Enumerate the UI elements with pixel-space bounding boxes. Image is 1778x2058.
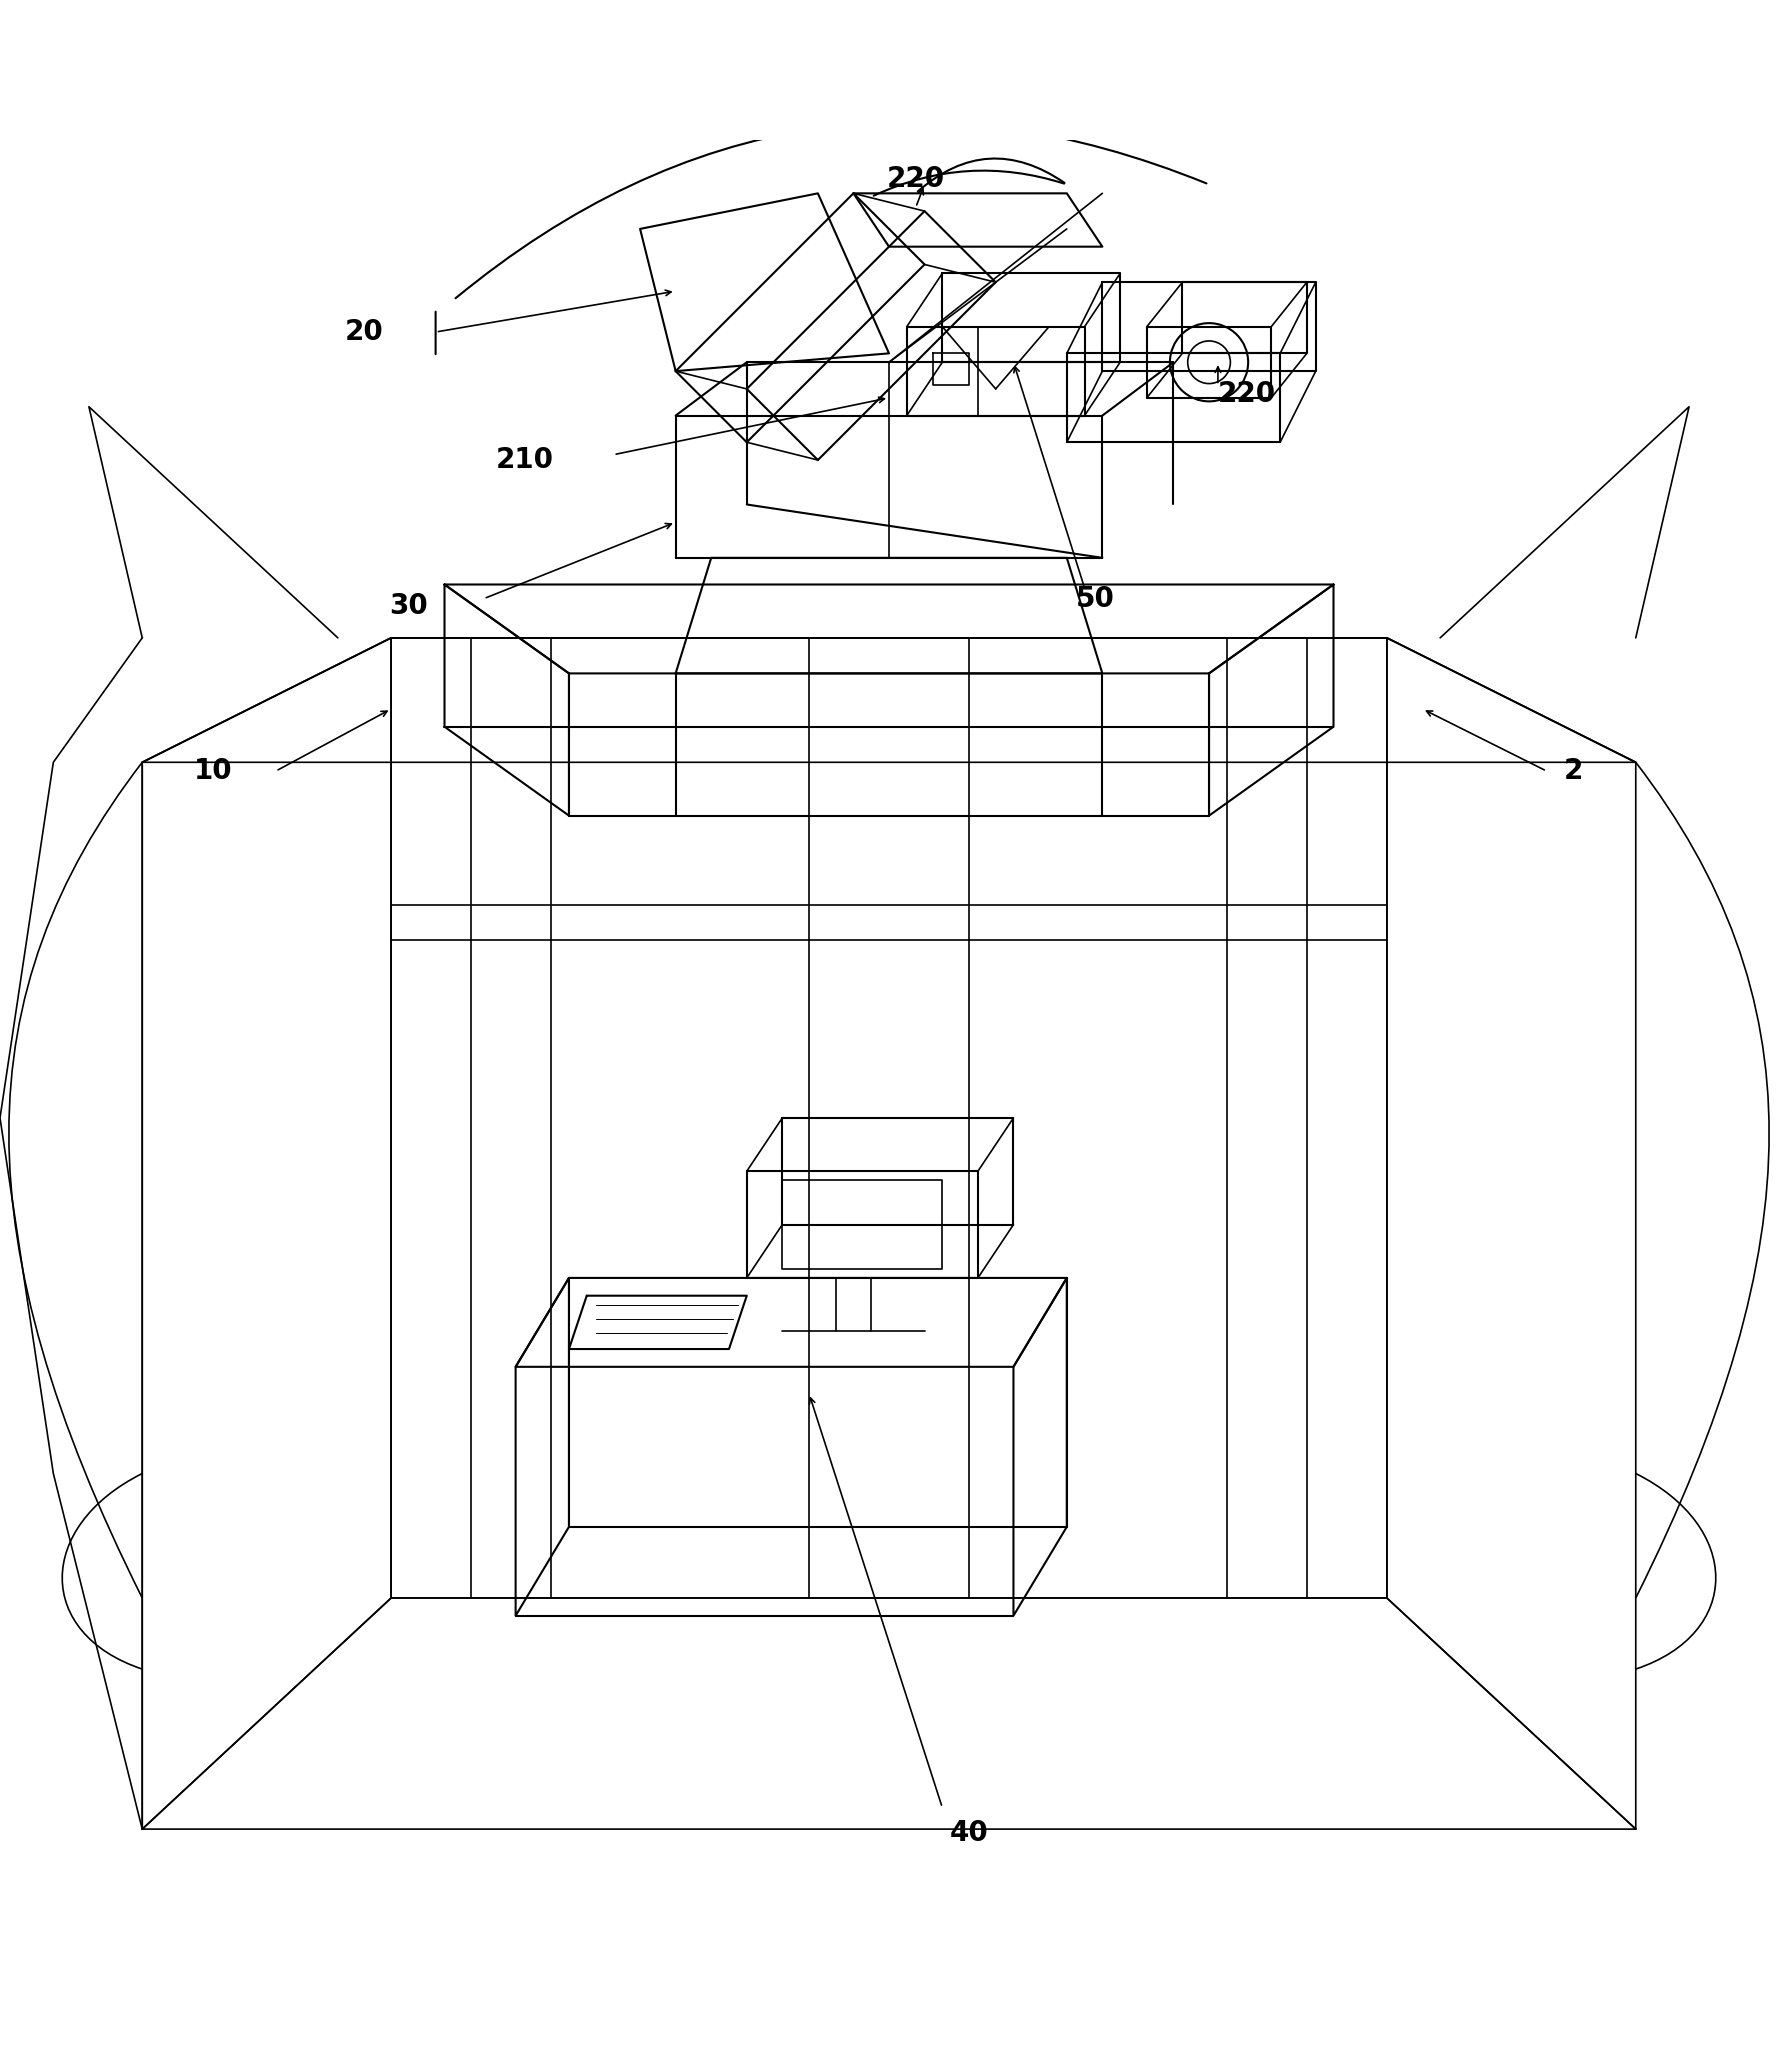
Text: 50: 50 <box>1076 584 1115 613</box>
Text: 10: 10 <box>194 757 233 786</box>
Text: 40: 40 <box>949 1819 989 1846</box>
Text: 30: 30 <box>389 593 428 619</box>
Text: 2: 2 <box>1565 757 1582 786</box>
Text: 220: 220 <box>1218 381 1277 407</box>
FancyArrowPatch shape <box>873 171 1065 196</box>
FancyArrowPatch shape <box>455 121 1207 298</box>
Text: 220: 220 <box>887 165 944 193</box>
Text: 210: 210 <box>496 447 553 473</box>
FancyArrowPatch shape <box>917 158 1065 191</box>
Text: 20: 20 <box>345 319 384 346</box>
